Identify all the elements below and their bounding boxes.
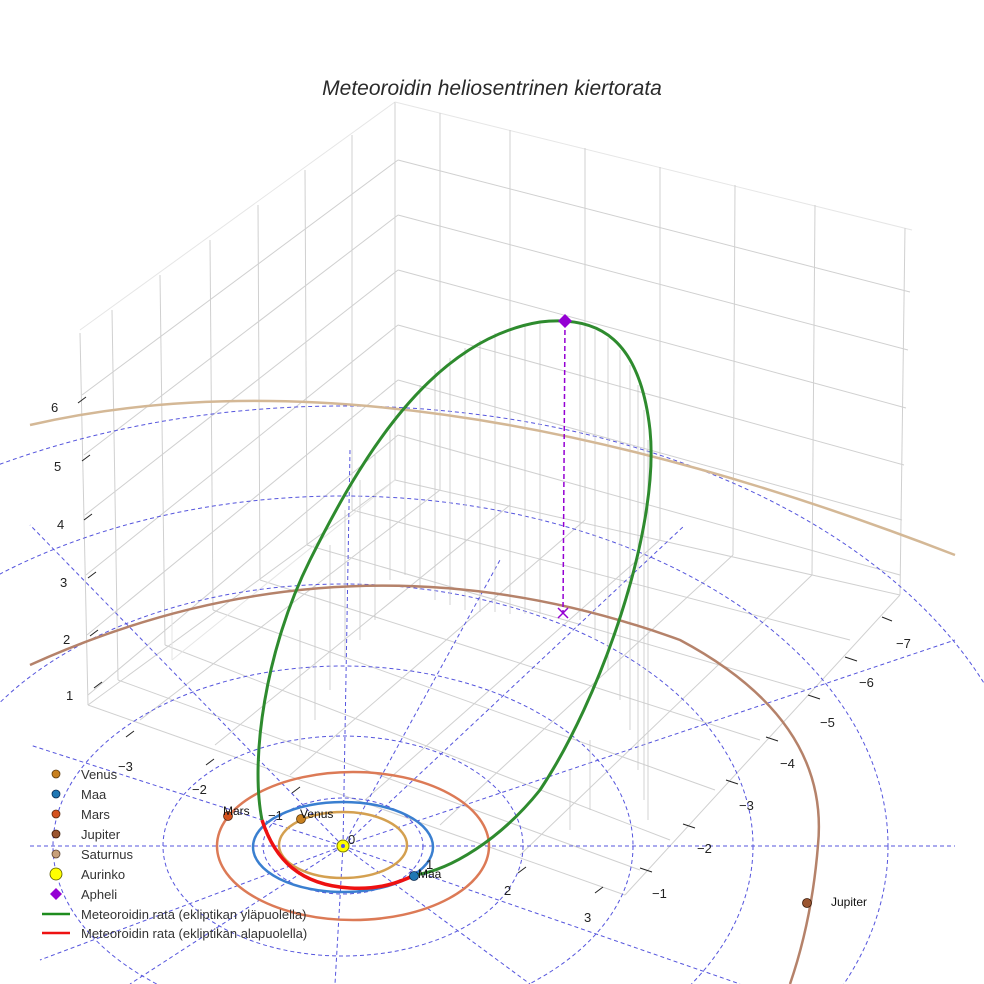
legend: Venus Maa Mars Jupiter Saturnus Aurinko …: [42, 767, 307, 941]
legend-item-apheli[interactable]: Apheli: [50, 887, 117, 902]
svg-text:Meteoroidin rata (ekliptikan y: Meteoroidin rata (ekliptikan yläpuolella…: [81, 907, 306, 922]
aphelion-diamond-icon[interactable]: [558, 314, 572, 328]
apheli-legend-diamond-icon: [50, 888, 62, 900]
legend-item-orbit-above[interactable]: Meteoroidin rata (ekliptikan yläpuolella…: [42, 907, 306, 922]
svg-text:Mars: Mars: [81, 807, 110, 822]
aphelion-dropline: [562, 321, 566, 614]
y-tick-minus3: −3: [118, 759, 133, 774]
maa-marker[interactable]: [409, 871, 419, 881]
y-tick-minus2: −2: [192, 782, 207, 797]
chart-title: Meteoroidin heliosentrinen kiertorata: [322, 77, 662, 100]
mars-orbit: [215, 770, 491, 922]
planet-orbits: [29, 399, 956, 984]
svg-text:Apheli: Apheli: [81, 887, 117, 902]
origin-label: 0: [348, 832, 355, 847]
y-minus-one-label: −1: [268, 808, 283, 823]
jupiter-orbit: [29, 584, 821, 984]
legend-item-aurinko[interactable]: Aurinko: [49, 867, 125, 882]
x-axis: −1 −2 −3 −4 −5 −6 −7: [639, 616, 911, 901]
svg-text:Meteoroidin rata (ekliptikan a: Meteoroidin rata (ekliptikan alapuolella…: [81, 926, 307, 941]
mars-marker[interactable]: [223, 811, 233, 821]
saturnus-orbit: [29, 399, 956, 557]
legend-item-orbit-below[interactable]: Meteoroidin rata (ekliptikan alapuolella…: [42, 926, 307, 941]
box-grid: [79, 101, 913, 896]
venus-orbit: [277, 810, 409, 880]
svg-text:Venus: Venus: [81, 767, 118, 782]
z-tick-2: 2: [63, 632, 70, 647]
x-tick-minus2: −2: [697, 841, 712, 856]
jupiter-legend-icon: [51, 829, 61, 839]
legend-item-jupiter[interactable]: Jupiter: [51, 827, 121, 842]
sun-center-dot: [341, 844, 345, 848]
y-axis: −3 −2 2 3: [118, 730, 604, 925]
svg-text:Maa: Maa: [81, 787, 107, 802]
meteoroid-orbit-below: [260, 819, 416, 891]
legend-item-mars[interactable]: Mars: [51, 807, 110, 822]
legend-item-venus[interactable]: Venus: [51, 767, 118, 782]
z-tick-1: 1: [66, 688, 73, 703]
saturnus-legend-icon: [51, 849, 61, 859]
meteoroid-orbit-above: [256, 319, 653, 877]
aurinko-legend-icon: [49, 867, 63, 881]
y-tick-2: 2: [504, 883, 511, 898]
venus-legend-icon: [51, 769, 61, 779]
svg-text:Jupiter: Jupiter: [81, 827, 121, 842]
ecliptic-polar-grid: [0, 405, 984, 984]
orbit-drop-lines: [299, 322, 649, 830]
z-tick-4: 4: [57, 517, 64, 532]
x-tick-minus6: −6: [859, 675, 874, 690]
x-tick-minus5: −5: [820, 715, 835, 730]
jupiter-marker[interactable]: [802, 898, 812, 908]
z-tick-5: 5: [54, 459, 61, 474]
legend-item-saturnus[interactable]: Saturnus: [51, 847, 134, 862]
x-tick-minus7: −7: [896, 636, 911, 651]
meteoroid-orbit: [256, 319, 653, 891]
venus-label: Venus: [300, 807, 333, 821]
z-tick-6: 6: [51, 400, 58, 415]
venus-marker[interactable]: [296, 814, 306, 824]
x-tick-minus3: −3: [739, 798, 754, 813]
y-one-label: 1: [426, 857, 433, 872]
legend-item-maa[interactable]: Maa: [51, 787, 107, 802]
mars-label: Mars: [223, 804, 250, 818]
z-tick-3: 3: [60, 575, 67, 590]
maa-legend-icon: [51, 789, 61, 799]
svg-text:Aurinko: Aurinko: [81, 867, 125, 882]
mars-legend-icon: [51, 809, 61, 819]
aphelion-projection-x-icon: [557, 607, 569, 619]
jupiter-label: Jupiter: [831, 895, 867, 909]
svg-text:Saturnus: Saturnus: [81, 847, 134, 862]
maa-orbit: [251, 800, 435, 894]
x-tick-minus4: −4: [780, 756, 795, 771]
y-tick-3: 3: [584, 910, 591, 925]
x-tick-minus1: −1: [652, 886, 667, 901]
z-axis: 1 2 3 4 5 6: [51, 396, 103, 703]
maa-label: Maa: [418, 867, 442, 881]
